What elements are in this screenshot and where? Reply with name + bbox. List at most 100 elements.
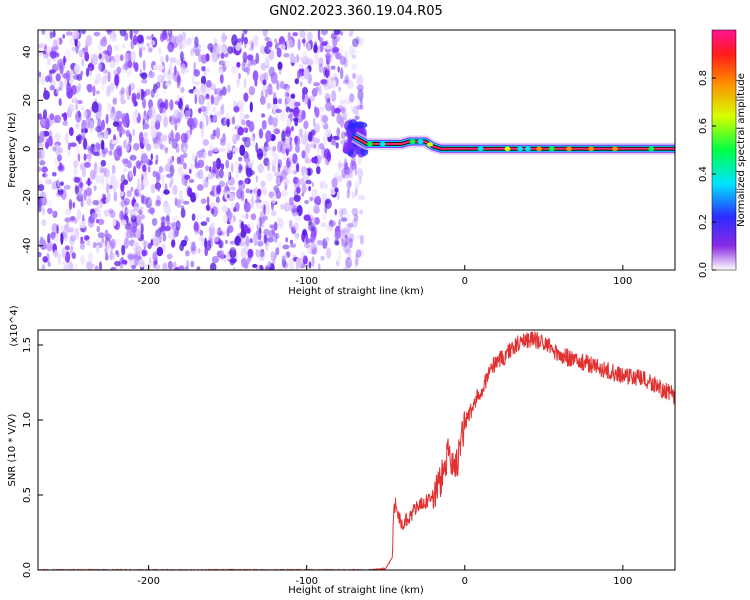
noise-blotch [278, 264, 284, 270]
noise-blotch [296, 205, 303, 217]
noise-blotch [109, 81, 115, 92]
signal-hotspot [366, 141, 373, 147]
noise-blotch [240, 119, 246, 126]
noise-blotch [80, 70, 83, 76]
noise-blotch [226, 118, 230, 128]
noise-blotch [103, 129, 109, 140]
noise-blotch [267, 160, 270, 172]
noise-blotch [97, 232, 105, 239]
noise-blotch [120, 182, 125, 192]
noise-blotch [84, 161, 91, 168]
noise-blotch [69, 142, 77, 147]
noise-blotch [59, 80, 64, 91]
noise-blotch [54, 132, 61, 143]
noise-blotch [343, 98, 348, 111]
noise-blotch [277, 241, 282, 250]
noise-blotch [92, 85, 96, 97]
noise-blotch [218, 109, 224, 119]
noise-blotch [45, 118, 50, 130]
noise-blotch [277, 98, 283, 105]
noise-blotch [197, 213, 205, 219]
noise-blotch [63, 230, 68, 242]
noise-blotch [215, 127, 221, 139]
noise-blotch [145, 197, 153, 209]
noise-blotch [321, 41, 328, 47]
noise-blotch [232, 266, 236, 270]
noise-blotch [146, 35, 152, 40]
noise-blotch [139, 68, 143, 75]
noise-blotch [237, 126, 244, 136]
noise-blotch [167, 41, 175, 53]
noise-blotch [256, 229, 260, 236]
noise-blotch [271, 209, 277, 217]
noise-blotch [121, 259, 128, 265]
noise-blotch [281, 254, 288, 261]
noise-blotch [62, 73, 69, 79]
noise-blotch [313, 82, 320, 87]
noise-blotch [107, 102, 112, 113]
noise-blotch [356, 104, 364, 110]
noise-blotch [213, 37, 218, 44]
noise-blotch [238, 241, 245, 247]
noise-blotch [105, 113, 109, 125]
noise-blotch [155, 171, 160, 184]
noise-blotch [168, 137, 172, 145]
noise-blotch [183, 146, 188, 152]
noise-blotch [166, 68, 170, 79]
noise-blotch [63, 79, 67, 87]
noise-blotch [278, 68, 282, 75]
noise-blotch [224, 59, 231, 67]
noise-blotch [106, 44, 113, 57]
noise-blotch [57, 38, 60, 48]
noise-blotch [142, 123, 150, 130]
noise-blotch [342, 227, 348, 238]
noise-blotch [235, 42, 241, 51]
noise-blotch [267, 83, 273, 96]
noise-blotch [172, 184, 178, 196]
noise-blotch [344, 97, 352, 105]
noise-blotch [114, 75, 120, 87]
noise-blotch [290, 56, 298, 64]
noise-blotch [205, 165, 210, 172]
noise-blotch [38, 43, 44, 49]
noise-blotch [197, 169, 204, 180]
noise-blotch [336, 256, 343, 263]
noise-blotch [256, 148, 264, 161]
noise-blotch [71, 252, 76, 260]
noise-blotch [218, 180, 226, 188]
noise-blotch [69, 235, 76, 245]
signal-hotspot [536, 146, 543, 151]
noise-blotch [196, 266, 201, 270]
noise-blotch [118, 127, 125, 134]
noise-blotch [196, 48, 201, 53]
noise-blotch [123, 168, 128, 173]
noise-blotch [160, 221, 165, 229]
noise-blotch [271, 224, 276, 236]
noise-blotch [196, 211, 199, 223]
noise-blotch [280, 175, 283, 183]
noise-blotch [231, 65, 238, 75]
signal-hotspot [409, 139, 416, 144]
noise-blotch [213, 235, 220, 243]
noise-blotch [305, 167, 313, 176]
noise-blotch [200, 128, 204, 139]
noise-blotch [283, 202, 291, 212]
noise-blotch [266, 172, 274, 182]
noise-blotch [52, 146, 57, 152]
noise-blotch [171, 138, 178, 149]
noise-blotch [109, 112, 117, 120]
noise-blotch [304, 143, 311, 154]
noise-blotch [81, 168, 86, 178]
noise-blotch [297, 38, 301, 51]
noise-blotch [227, 176, 235, 186]
noise-blotch [345, 247, 353, 257]
noise-blotch [334, 208, 338, 216]
noise-blotch [142, 59, 146, 72]
noise-blotch [112, 217, 117, 227]
noise-blotch [157, 64, 165, 71]
noise-blotch [283, 176, 289, 186]
noise-blotch [257, 263, 260, 270]
noise-blotch [126, 160, 132, 169]
noise-blotch [289, 239, 293, 245]
noise-blotch [55, 73, 61, 82]
